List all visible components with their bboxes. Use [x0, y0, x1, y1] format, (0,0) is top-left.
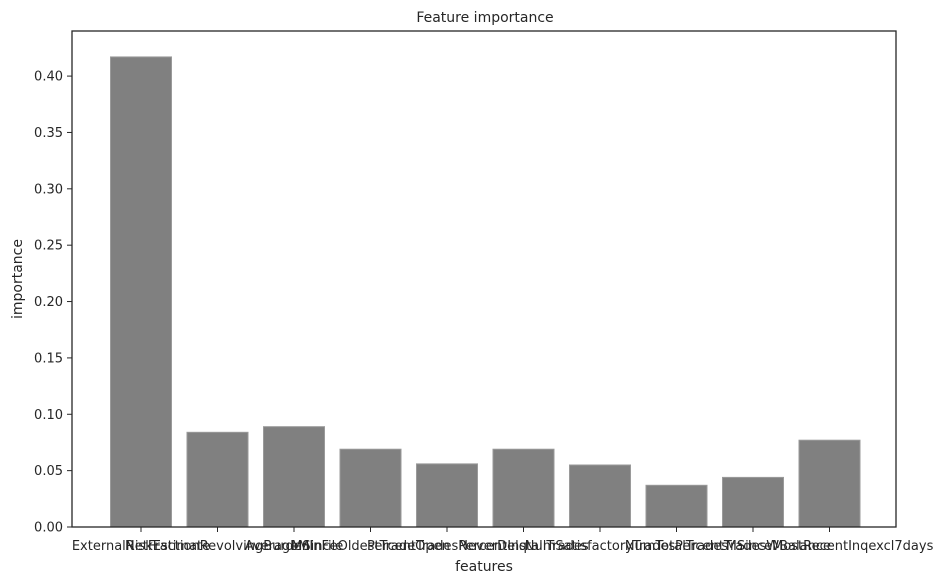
y-tick-label: 0.35 — [34, 126, 63, 141]
bar — [492, 448, 555, 528]
bar — [645, 484, 708, 528]
x-axis-label: features — [455, 559, 513, 575]
y-tick-label: 0.40 — [34, 70, 63, 85]
y-axis-label: importance — [10, 239, 26, 319]
y-tick-label: 0.00 — [34, 521, 63, 536]
x-tick-label: PercentTradesWBalance — [675, 539, 831, 554]
bar — [339, 448, 402, 528]
bar — [569, 464, 631, 528]
y-axis-ticks: 0.00 0.05 0.10 0.15 0.20 0.25 0.30 0.35 0.40 — [34, 70, 72, 536]
bar — [110, 56, 172, 528]
y-tick-label: 0.20 — [34, 295, 63, 310]
x-tick-label: MSinceMostRecentInqexcl7days — [726, 539, 934, 554]
x-tick-label: NumSatisfactoryTrades — [525, 539, 676, 554]
x-tick-label: MSinceOldestTradeOpen — [291, 539, 450, 554]
x-tick-label: AverageMInFile — [245, 539, 343, 554]
x-tick-label: PercentInstallTrades — [458, 539, 589, 554]
bar — [263, 426, 325, 528]
x-tick-label: NetFractionRevolvingBurden — [125, 539, 310, 554]
x-tick-label: ExternalRiskEstimate — [72, 539, 210, 554]
x-tick-label: PercentTradesNeverDelq — [367, 539, 527, 554]
y-tick-label: 0.05 — [34, 464, 63, 479]
bar — [722, 476, 784, 528]
plot-frame — [71, 30, 897, 528]
bar — [798, 439, 861, 528]
x-tick-label: NumTotalTrades — [625, 539, 729, 554]
bar — [416, 463, 478, 528]
x-axis-ticks: ExternalRiskEstimateNetFractionRevolving… — [72, 527, 934, 554]
y-tick-label: 0.30 — [34, 182, 63, 197]
chart-title: Feature importance — [416, 10, 553, 26]
y-tick-label: 0.25 — [34, 239, 63, 254]
bars-group — [110, 56, 861, 528]
y-tick-label: 0.10 — [34, 408, 63, 423]
bar — [186, 431, 249, 528]
y-tick-label: 0.15 — [34, 351, 63, 366]
